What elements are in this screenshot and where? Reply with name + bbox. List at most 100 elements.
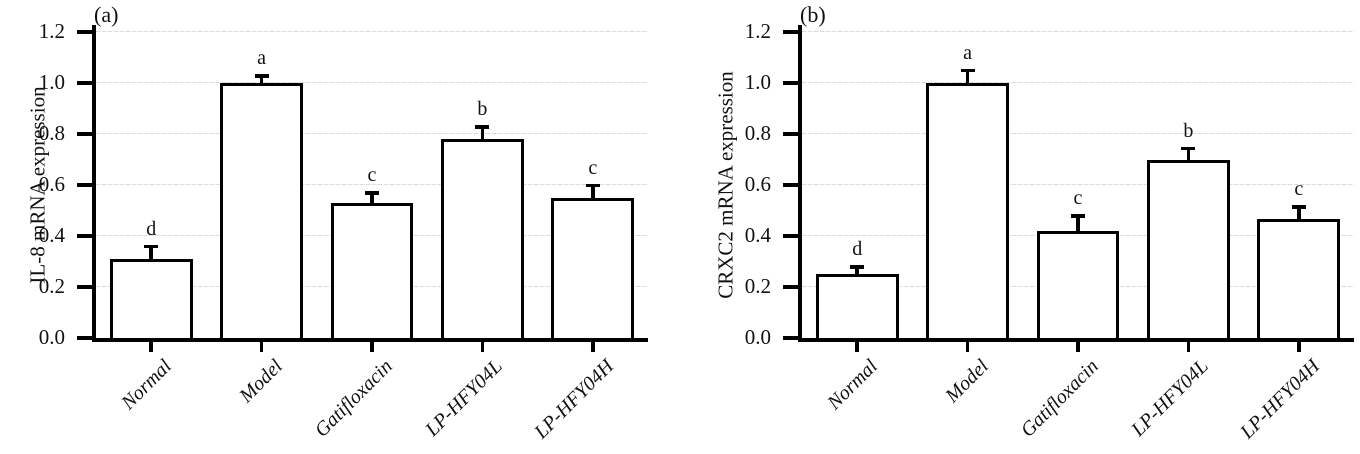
bar-lp-hfy04l — [1147, 159, 1230, 338]
bar-gatifloxacin — [330, 202, 414, 338]
x-axis-tick — [480, 342, 485, 352]
significance-letter: c — [1073, 187, 1083, 210]
y-tick-label: 0.6 — [744, 172, 771, 196]
plot-area: (a) IL-8 mRNA expression 0.0 0.2 0.4 0.6 0.8… — [26, 4, 648, 443]
error-bar — [149, 244, 153, 259]
y-axis-cap — [92, 25, 96, 32]
error-bar — [259, 74, 264, 83]
x-axis-tick — [149, 342, 153, 352]
bar-gatifloxacin — [1036, 230, 1120, 338]
panel-label: (b) — [800, 2, 826, 27]
x-category-label-text: Gatifloxacin — [1016, 355, 1103, 442]
bar-normal — [815, 274, 899, 338]
y-tick-label: 0.8 — [38, 121, 65, 146]
y-tick-label: 0.8 — [744, 121, 771, 146]
error-bar-cap — [1291, 205, 1306, 209]
bar-model — [926, 83, 1009, 338]
panel-label: (a) — [94, 2, 119, 27]
y-axis-tick — [77, 183, 92, 187]
y-axis-tick — [77, 234, 92, 238]
bar-lp-hfy04l — [441, 139, 524, 338]
x-category-label-text: LP-HFY04L — [421, 355, 508, 441]
error-bar-cap — [1071, 214, 1085, 218]
error-bar — [370, 191, 374, 203]
x-axis-tick — [855, 342, 859, 352]
error-bar — [480, 125, 485, 140]
y-axis-tick — [77, 132, 92, 136]
error-bar-cap — [850, 265, 865, 269]
y-axis-tick — [77, 30, 92, 34]
grid-line — [802, 82, 1354, 83]
y-axis-tick — [77, 81, 92, 85]
y-axis-tick — [783, 81, 798, 85]
grid-line — [96, 31, 648, 32]
error-bar-cap — [365, 191, 379, 195]
y-axis-tick — [77, 285, 92, 289]
x-category-label-text: LP-HFY04H — [529, 355, 618, 444]
y-tick-label: 1.2 — [38, 19, 65, 43]
y-axis-tick — [783, 30, 798, 34]
grid-line — [802, 31, 1354, 32]
error-bar-cap — [960, 68, 975, 73]
bar-lp-hfy04h — [551, 197, 635, 338]
significance-letter: c — [588, 156, 598, 179]
x-axis-tick — [370, 342, 374, 352]
significance-letter: c — [1294, 178, 1304, 201]
error-bar-cap — [254, 74, 269, 78]
bar-lp-hfy04h — [1257, 219, 1341, 338]
significance-letter: a — [257, 47, 267, 70]
y-tick-label: 0.0 — [38, 325, 65, 349]
grid-line — [802, 184, 1354, 185]
x-axis-tick — [965, 342, 970, 352]
error-bar-cap — [1181, 146, 1196, 151]
x-category-label-text: LP-HFY04H — [1235, 355, 1324, 444]
panel-b: (b) CRXC2 mRNA expression 0.0 0.2 0.4 0.6 0.… — [680, 0, 1360, 454]
grid-line — [96, 82, 648, 83]
y-axis-tick — [783, 234, 798, 238]
y-tick-label: 0.0 — [744, 325, 771, 349]
y-axis-tick — [77, 336, 92, 340]
significance-letter: b — [477, 98, 488, 121]
x-category-label-text: Gatifloxacin — [310, 355, 397, 442]
error-bar — [1297, 205, 1301, 220]
significance-letter: d — [852, 238, 863, 261]
grid-line — [96, 184, 648, 185]
error-bar — [591, 183, 595, 198]
error-bar-cap — [475, 125, 490, 129]
bar-normal — [109, 258, 193, 338]
x-axis-tick — [1186, 342, 1191, 352]
x-axis-tick — [259, 342, 264, 352]
y-tick-label: 0.4 — [38, 223, 65, 248]
x-axis-tick — [591, 342, 595, 352]
y-tick-label: 0.2 — [744, 274, 771, 299]
y-axis-tick — [783, 336, 798, 340]
y-axis-tick — [783, 285, 798, 289]
x-axis-tick — [1297, 342, 1301, 352]
significance-letter: a — [963, 41, 973, 64]
y-tick-label: 0.2 — [38, 274, 65, 299]
error-bar — [1186, 146, 1191, 160]
x-category-label-text: LP-HFY04L — [1127, 355, 1214, 441]
y-axis-cap — [798, 25, 802, 32]
y-axis-tick — [783, 132, 798, 136]
y-tick-label: 1.0 — [38, 70, 65, 94]
error-bar — [855, 265, 859, 275]
x-category-label-text: Normal — [823, 355, 883, 415]
y-tick-label: 1.0 — [744, 70, 771, 94]
x-category-label-text: Model — [940, 355, 993, 407]
significance-letter: d — [146, 217, 157, 240]
grid-line — [802, 133, 1354, 134]
error-bar — [1076, 214, 1080, 231]
y-tick-label: 0.6 — [38, 172, 65, 196]
y-tick-label: 1.2 — [744, 19, 771, 43]
y-tick-label: 0.4 — [744, 223, 771, 248]
plot-area: (b) CRXC2 mRNA expression 0.0 0.2 0.4 0.6 0.… — [714, 4, 1354, 443]
y-axis-tick — [783, 183, 798, 187]
x-category-label-text: Model — [234, 355, 287, 407]
bar-model — [220, 83, 303, 338]
panel-a: (a) IL-8 mRNA expression 0.0 0.2 0.4 0.6 0.8… — [26, 4, 648, 443]
significance-letter: b — [1183, 119, 1194, 142]
x-category-label-text: Normal — [117, 355, 177, 415]
error-bar-cap — [585, 183, 600, 188]
